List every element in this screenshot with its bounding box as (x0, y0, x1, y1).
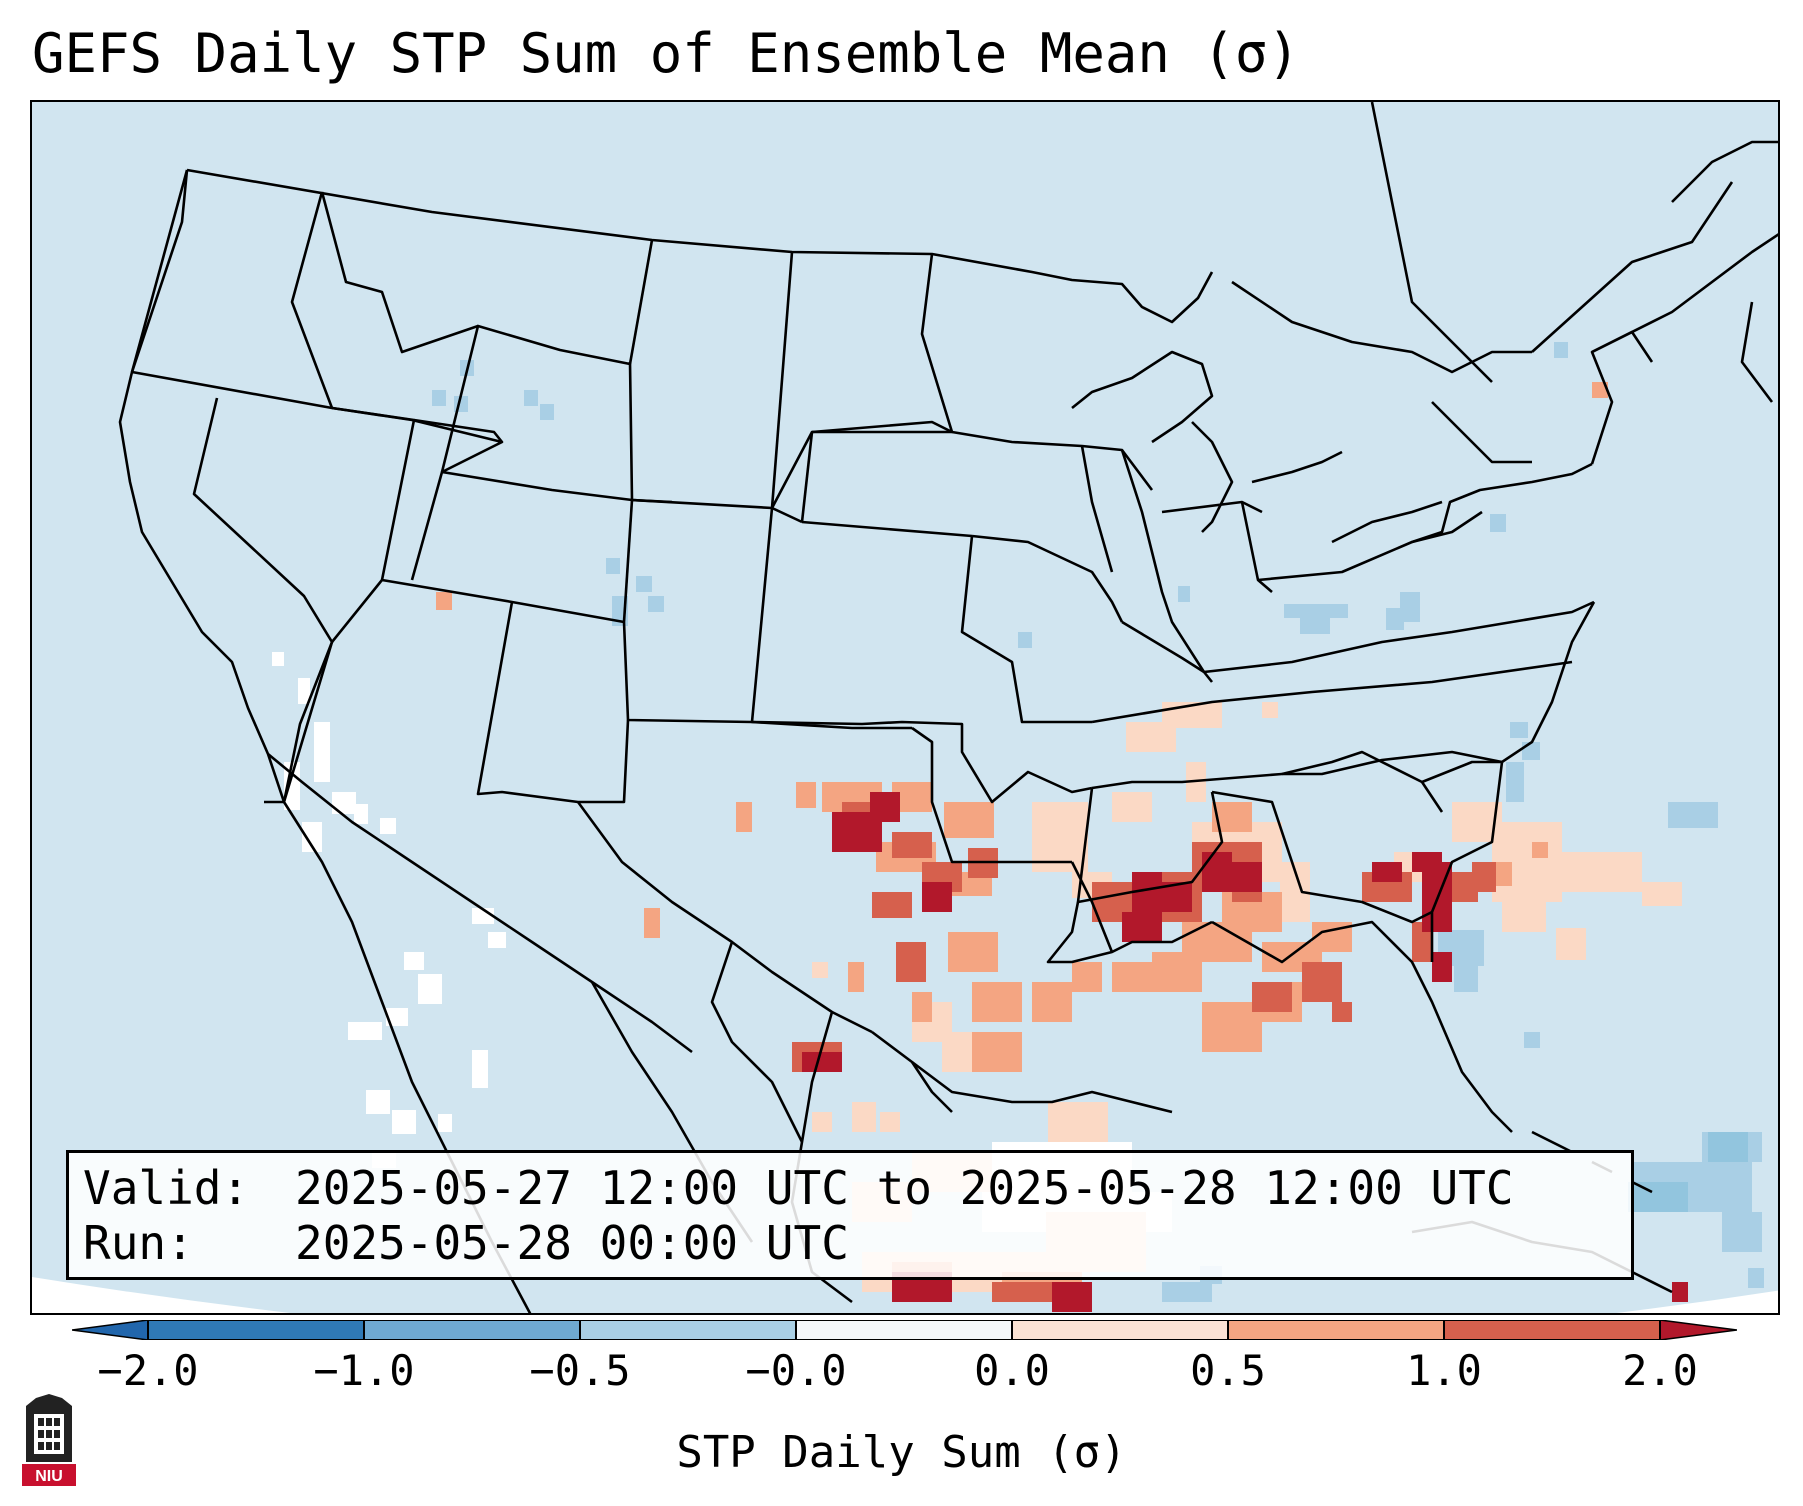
data-cells-medium-blue (1628, 1132, 1748, 1212)
run-line: Run: 2025-05-28 00:00 UTC (83, 1216, 1617, 1271)
colorbar-segment-4 (1012, 1320, 1228, 1340)
valid-value: 2025-05-27 12:00 UTC to 2025-05-28 12:00… (295, 1161, 1514, 1215)
colorbar-segment-5 (1228, 1320, 1444, 1340)
info-box: Valid: 2025-05-27 12:00 UTC to 2025-05-2… (66, 1150, 1634, 1280)
colorbar-segment-2 (580, 1320, 796, 1340)
colorbar-label: STP Daily Sum (σ) (676, 1427, 1127, 1478)
map-panel[interactable] (30, 100, 1780, 1315)
geographic-boundaries (118, 102, 1778, 1313)
tick-label: 0.5 (1190, 1346, 1266, 1395)
niu-logo-icon: NIU (22, 1394, 76, 1486)
colorbar-segment-3 (796, 1320, 1012, 1340)
colorbar-tick-labels: −2.0 −1.0 −0.5 −0.0 0.0 0.5 1.0 2.0 (0, 1346, 1803, 1416)
colorbar-segment-1 (364, 1320, 580, 1340)
map-title: GEFS Daily STP Sum of Ensemble Mean (σ) (32, 22, 1300, 85)
data-domain (32, 102, 1778, 1313)
tick-label: −2.0 (97, 1346, 199, 1395)
colorbar-ticks (147, 1320, 1661, 1340)
colorbar-extend-low (72, 1320, 149, 1340)
data-cells-dark-red (802, 792, 1688, 1312)
colorbar (72, 1320, 1737, 1340)
tick-label: −1.0 (313, 1346, 415, 1395)
colorbar-segment-0 (148, 1320, 364, 1340)
run-label: Run: (83, 1216, 194, 1270)
valid-line: Valid: 2025-05-27 12:00 UTC to 2025-05-2… (83, 1161, 1617, 1216)
tick-label: 0.0 (974, 1346, 1050, 1395)
map-canvas (32, 102, 1778, 1313)
colorbar-extend-high (1659, 1320, 1737, 1340)
tick-label: −0.0 (745, 1346, 847, 1395)
tick-label: −0.5 (529, 1346, 631, 1395)
tick-label: 2.0 (1622, 1346, 1698, 1395)
logo-text: NIU (35, 1468, 63, 1485)
valid-label: Valid: (83, 1161, 250, 1215)
colorbar-segment-6 (1444, 1320, 1660, 1340)
tick-label: 1.0 (1406, 1346, 1482, 1395)
run-value: 2025-05-28 00:00 UTC (295, 1216, 849, 1270)
